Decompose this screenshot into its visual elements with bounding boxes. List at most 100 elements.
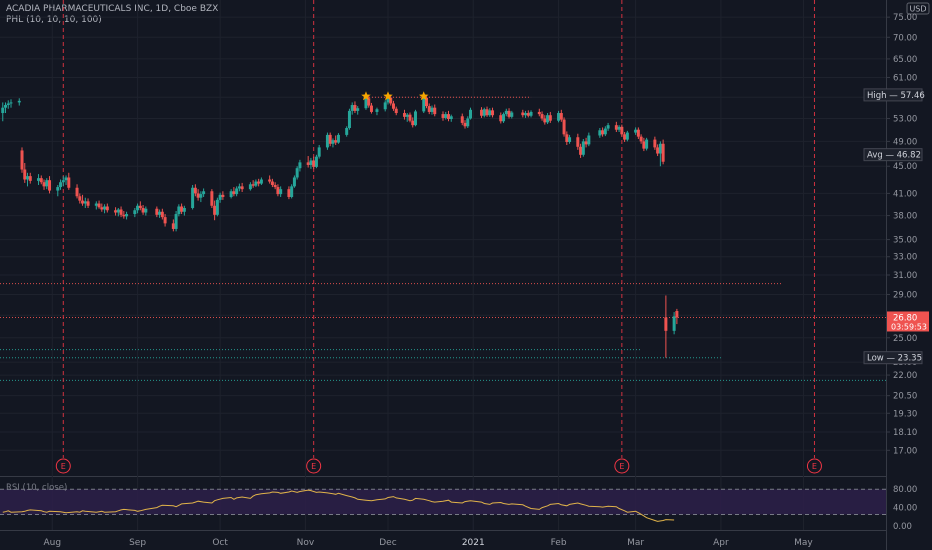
y-tick-label: 22.00 xyxy=(893,371,917,381)
high-badge-text: High — 57.46 xyxy=(867,91,925,101)
candle-body xyxy=(171,223,175,229)
candle-body xyxy=(614,125,618,130)
candle-body xyxy=(155,208,159,215)
symbol-title: ACADIA PHARMACEUTICALS INC, 1D, Cboe BZX xyxy=(6,4,219,14)
candle-body xyxy=(100,207,104,210)
candle-body xyxy=(177,206,181,215)
candle-body xyxy=(463,122,467,127)
candle-body xyxy=(653,139,657,148)
high-badge xyxy=(863,88,923,102)
rsi-tick-label: 0.00 xyxy=(893,522,912,532)
time-axis[interactable]: Aug Sep Oct Nov Dec 2021 Feb Mar Apr May xyxy=(0,530,886,549)
last-price-label: 26.80 xyxy=(893,313,917,323)
candle-body xyxy=(306,162,310,165)
candle-body xyxy=(114,210,118,213)
candle-body xyxy=(389,97,393,104)
candle-body xyxy=(116,209,120,213)
candle-body xyxy=(1,107,5,114)
candle-body xyxy=(259,179,263,184)
candle-body xyxy=(587,135,591,145)
candles-layer xyxy=(1,95,679,358)
candle-body xyxy=(524,113,528,116)
earnings-marker xyxy=(806,458,822,474)
candle-body xyxy=(141,207,145,213)
earnings-marker-label: E xyxy=(812,462,817,471)
candle-body xyxy=(672,316,676,331)
candle-body xyxy=(568,137,572,142)
candle-body xyxy=(138,205,142,208)
y-tick-label: 75.00 xyxy=(893,13,917,23)
earnings-marker-label: E xyxy=(619,462,624,471)
candle-body xyxy=(331,140,335,144)
candle-body xyxy=(485,109,489,116)
chart-header: ACADIA PHARMACEUTICALS INC, 1D, Cboe BZX… xyxy=(6,4,218,26)
candle-body xyxy=(636,129,640,137)
candle-body xyxy=(367,98,371,106)
candle-body xyxy=(353,105,357,111)
candle-body xyxy=(23,169,27,180)
y-tick-label: 35.00 xyxy=(893,236,917,246)
candle-body xyxy=(28,176,32,181)
earnings-marker xyxy=(306,458,322,474)
candle-body xyxy=(424,97,428,107)
candle-body xyxy=(240,186,244,190)
avg-badge xyxy=(863,148,923,162)
candle-body xyxy=(606,125,610,129)
currency-badge xyxy=(906,2,930,15)
candle-body xyxy=(488,110,492,116)
price-levels xyxy=(0,283,886,381)
rsi-label: RSI (10, close) xyxy=(6,483,67,493)
currency-label: USD xyxy=(909,5,926,14)
candle-body xyxy=(334,140,338,143)
earnings-marker xyxy=(614,458,630,474)
candle-body xyxy=(427,106,431,112)
candle-body xyxy=(469,109,473,119)
candle-body xyxy=(584,141,588,145)
candle-body xyxy=(221,194,225,197)
rsi-pane[interactable]: RSI (10, close) xyxy=(0,483,886,522)
candle-body xyxy=(491,110,495,116)
candle-body xyxy=(656,147,660,154)
candle-body xyxy=(67,177,71,188)
candle-body xyxy=(254,181,258,186)
candle-body xyxy=(543,118,547,123)
candle-body xyxy=(133,210,137,215)
candle-body xyxy=(59,182,63,188)
candle-body xyxy=(562,119,566,135)
x-tick-label: Mar xyxy=(627,538,644,548)
candle-body xyxy=(196,193,200,198)
candle-body xyxy=(623,134,627,140)
x-tick-label: Oct xyxy=(212,538,228,548)
candle-body xyxy=(394,108,398,114)
candle-body xyxy=(576,137,580,147)
candle-body xyxy=(449,116,453,120)
x-tick-label: May xyxy=(794,538,813,548)
candle-body xyxy=(350,105,354,111)
candle-body xyxy=(215,199,219,215)
candle-body xyxy=(430,107,434,112)
candle-body xyxy=(83,201,87,204)
candle-body xyxy=(386,97,390,103)
candle-body xyxy=(447,114,451,120)
candle-body xyxy=(105,206,109,211)
price-axis[interactable]: USD75.0070.0065.0061.0057.0053.0049.0045… xyxy=(886,0,932,550)
candle-body xyxy=(548,115,552,121)
candle-body xyxy=(182,207,186,212)
candle-body xyxy=(314,156,318,167)
indicator-legend[interactable]: PHL (10, 10, 10, 100) xyxy=(6,15,102,25)
candle-body xyxy=(526,113,530,116)
candle-body xyxy=(482,109,486,116)
candle-body xyxy=(603,128,607,135)
candle-body xyxy=(26,176,30,180)
candle-body xyxy=(433,107,437,115)
y-tick-label: 41.00 xyxy=(893,189,917,199)
candle-body xyxy=(290,186,294,197)
candle-body xyxy=(20,150,24,170)
star-icon xyxy=(383,91,393,101)
x-tick-label: Aug xyxy=(43,538,61,548)
candle-body xyxy=(325,134,329,148)
candle-body xyxy=(136,205,140,211)
candle-body xyxy=(499,115,503,122)
candle-body xyxy=(298,162,302,169)
